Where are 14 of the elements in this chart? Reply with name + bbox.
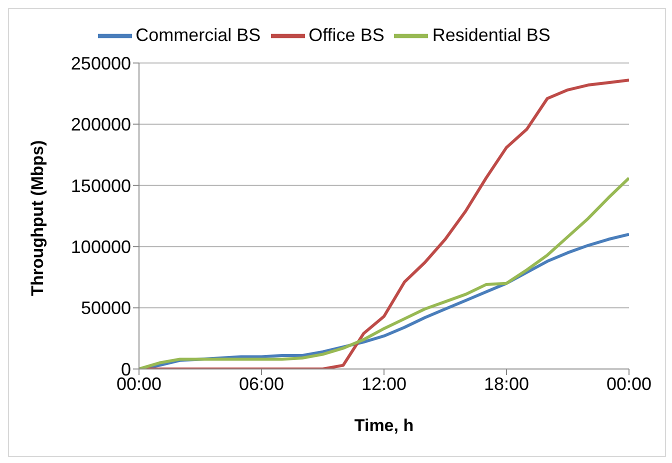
x-tick-label: 06:00 xyxy=(238,374,284,394)
legend-label: Commercial BS xyxy=(136,24,261,45)
x-tick-label: 00:00 xyxy=(606,374,652,394)
y-tick-label: 50000 xyxy=(80,298,131,318)
x-tick-label: 18:00 xyxy=(484,374,530,394)
legend-label: Office BS xyxy=(308,24,384,45)
y-axis-title: Throughput (Mbps) xyxy=(28,140,48,296)
y-tick-label: 150000 xyxy=(70,176,131,196)
legend-label: Residential BS xyxy=(432,24,550,45)
y-tick-label: 100000 xyxy=(70,236,131,257)
y-tick-label: 250000 xyxy=(70,53,131,74)
x-axis-title: Time, h xyxy=(354,416,414,435)
y-tick-label: 200000 xyxy=(70,114,131,135)
x-tick-label: 12:00 xyxy=(361,374,407,394)
